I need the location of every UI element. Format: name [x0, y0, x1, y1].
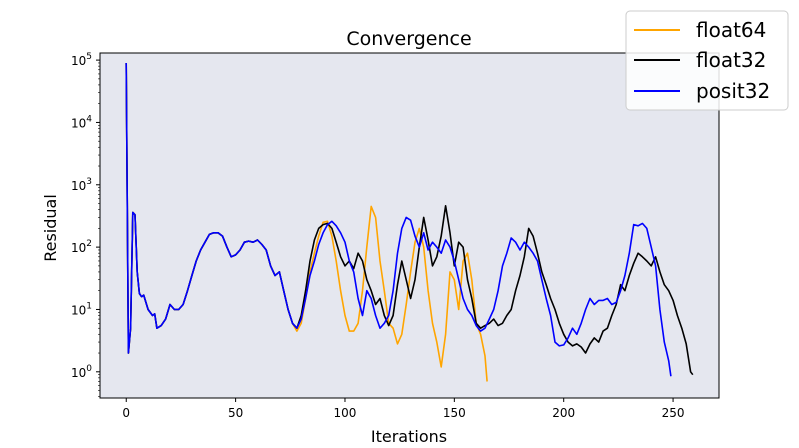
legend-box: [625, 10, 789, 111]
plot-frame: [99, 52, 720, 399]
y-tick-label: 102: [71, 239, 92, 255]
y-axis: 100 101 102 103 104 105: [71, 52, 100, 397]
legend-label-float64: float64: [696, 18, 766, 42]
x-axis-title: Iterations: [371, 427, 447, 446]
x-tick-label: 100: [334, 406, 357, 420]
x-tick-label: 200: [552, 406, 575, 420]
y-axis-title: Residual: [41, 194, 60, 262]
legend: float64 float32 posit32: [625, 10, 789, 111]
chart-title: Convergence: [346, 28, 471, 50]
legend-label-posit32: posit32: [696, 79, 770, 103]
x-axis: 0 50 100 150 200 250: [122, 398, 685, 420]
x-tick-label: 50: [228, 406, 243, 420]
y-tick-label: 100: [71, 364, 92, 380]
x-tick-label: 0: [122, 406, 130, 420]
x-tick-label: 150: [443, 406, 466, 420]
y-tick-label: 105: [71, 52, 92, 68]
plot-background: [100, 53, 719, 398]
series-line-posit32: [125, 62, 672, 377]
legend-label-float32: float32: [696, 48, 766, 72]
y-tick-label: 103: [71, 177, 92, 193]
y-tick-label: 104: [71, 114, 92, 130]
y-tick-label: 101: [71, 301, 92, 317]
series-layer: [125, 62, 694, 382]
x-tick-label: 250: [662, 406, 685, 420]
